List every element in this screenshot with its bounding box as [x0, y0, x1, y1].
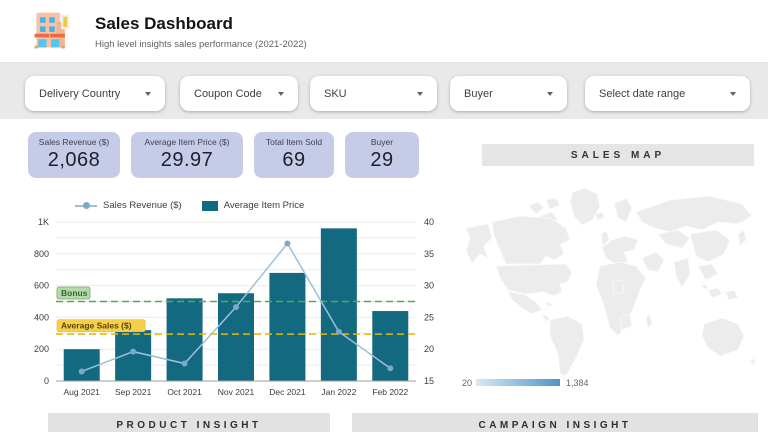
filter-label: Buyer	[464, 87, 493, 100]
kpi-value: 69	[282, 149, 306, 171]
svg-text:800: 800	[34, 249, 49, 259]
sales-map-chart[interactable]: 20 1,384	[450, 178, 762, 398]
legend-label: Average Item Price	[223, 200, 305, 211]
svg-text:Bonus: Bonus	[61, 288, 88, 298]
svg-text:Dec 2021: Dec 2021	[269, 387, 306, 397]
filter-delivery-country[interactable]: Delivery Country	[25, 76, 165, 111]
map-new-zealand	[749, 357, 757, 367]
kpi-sales-revenue: Sales Revenue ($) 2,068	[28, 132, 120, 178]
kpi-average-item-price: Average Item Price ($) 29.97	[131, 132, 243, 178]
chevron-down-icon	[417, 91, 423, 96]
filter-label: Coupon Code	[194, 87, 262, 100]
svg-text:400: 400	[34, 312, 49, 322]
legend-average-item-price: Average Item Price	[201, 200, 305, 211]
svg-text:20: 20	[424, 344, 434, 354]
map-russia	[635, 195, 753, 233]
kpi-label: Sales Revenue ($)	[38, 137, 110, 147]
svg-text:Sep 2021: Sep 2021	[115, 387, 152, 397]
map-africa-highlight	[611, 279, 625, 295]
svg-text:600: 600	[34, 281, 49, 291]
page-title: Sales Dashboard	[95, 14, 233, 33]
kpi-label: Average Item Price ($)	[144, 137, 230, 147]
filter-coupon-code[interactable]: Coupon Code	[180, 76, 298, 111]
chevron-down-icon	[547, 91, 553, 96]
map-legend-min: 20	[462, 378, 472, 388]
app-header: Sales Dashboard High level insights sale…	[0, 0, 768, 63]
filter-label: SKU	[324, 87, 347, 100]
bar-series-icon	[201, 200, 218, 211]
filter-sku[interactable]: SKU	[310, 76, 437, 111]
svg-text:1K: 1K	[38, 217, 49, 227]
kpi-label: Total Item Sold	[265, 137, 323, 147]
svg-text:0: 0	[44, 376, 49, 386]
svg-text:Average Sales ($): Average Sales ($)	[61, 321, 132, 331]
chevron-down-icon	[145, 91, 151, 96]
sales-combo-chart[interactable]: 0 200 400 600 800 1K 15 20 25 30 35 40 Bonus Average …	[16, 213, 440, 400]
svg-text:25: 25	[424, 312, 434, 322]
svg-text:35: 35	[424, 249, 434, 259]
filter-bar: Delivery Country Coupon Code SKU Buyer S…	[0, 62, 768, 119]
section-product-insight: PRODUCT INSIGHT	[48, 413, 330, 432]
map-australia	[701, 317, 745, 357]
map-central-asia	[657, 229, 691, 249]
svg-text:Jan 2022: Jan 2022	[321, 387, 356, 397]
map-greenland	[569, 187, 601, 226]
chevron-down-icon	[278, 91, 284, 96]
page-subtitle: High level insights sales performance (2…	[95, 39, 307, 50]
svg-text:Feb 2022: Feb 2022	[372, 387, 408, 397]
map-mexico	[507, 291, 543, 315]
map-canada	[491, 215, 571, 265]
map-alaska	[465, 223, 493, 265]
map-legend-gradient	[476, 379, 560, 386]
legend-label: Sales Revenue ($)	[103, 200, 182, 211]
chevron-down-icon	[730, 91, 736, 96]
map-india	[673, 257, 691, 289]
kpi-value: 29.97	[160, 149, 214, 171]
map-china	[689, 229, 731, 263]
kpi-value: 2,068	[47, 149, 101, 171]
section-campaign-insight: CAMPAIGN INSIGHT	[352, 413, 758, 432]
map-central-america	[541, 301, 556, 323]
map-iceland	[595, 211, 605, 221]
kpi-label: Buyer	[370, 137, 394, 147]
filter-label: Delivery Country	[39, 87, 121, 100]
map-madagascar	[645, 313, 653, 329]
map-legend-max: 1,384	[566, 378, 589, 388]
chart-legend: Sales Revenue ($) Average Item Price	[75, 200, 304, 211]
line-series-icon	[75, 202, 97, 209]
kpi-total-item-sold: Total Item Sold 69	[254, 132, 334, 178]
filter-label: Select date range	[599, 87, 686, 100]
svg-text:30: 30	[424, 281, 434, 291]
map-southeast-asia	[697, 263, 739, 301]
svg-text:Aug 2021: Aug 2021	[64, 387, 101, 397]
map-scandinavia	[613, 197, 633, 223]
svg-text:40: 40	[424, 217, 434, 227]
storefront-icon	[34, 12, 70, 49]
svg-text:200: 200	[34, 344, 49, 354]
sales-map-title: SALES MAP	[482, 144, 754, 166]
map-middle-east	[641, 251, 665, 273]
map-japan	[737, 229, 747, 247]
svg-text:15: 15	[424, 376, 434, 386]
kpi-row: Sales Revenue ($) 2,068 Average Item Pri…	[28, 132, 419, 178]
svg-text:Nov 2021: Nov 2021	[218, 387, 255, 397]
kpi-buyer: Buyer 29	[345, 132, 419, 178]
map-south-africa-highlight	[619, 313, 633, 331]
map-europe	[601, 235, 639, 265]
map-usa	[495, 263, 573, 297]
map-south-america	[549, 315, 585, 377]
kpi-value: 29	[370, 149, 394, 171]
map-uk	[600, 230, 610, 247]
legend-sales-revenue: Sales Revenue ($)	[75, 200, 182, 211]
filter-buyer[interactable]: Buyer	[450, 76, 567, 111]
filter-date-range[interactable]: Select date range	[585, 76, 750, 111]
map-canada-islands	[527, 197, 561, 226]
svg-text:Oct 2021: Oct 2021	[167, 387, 202, 397]
